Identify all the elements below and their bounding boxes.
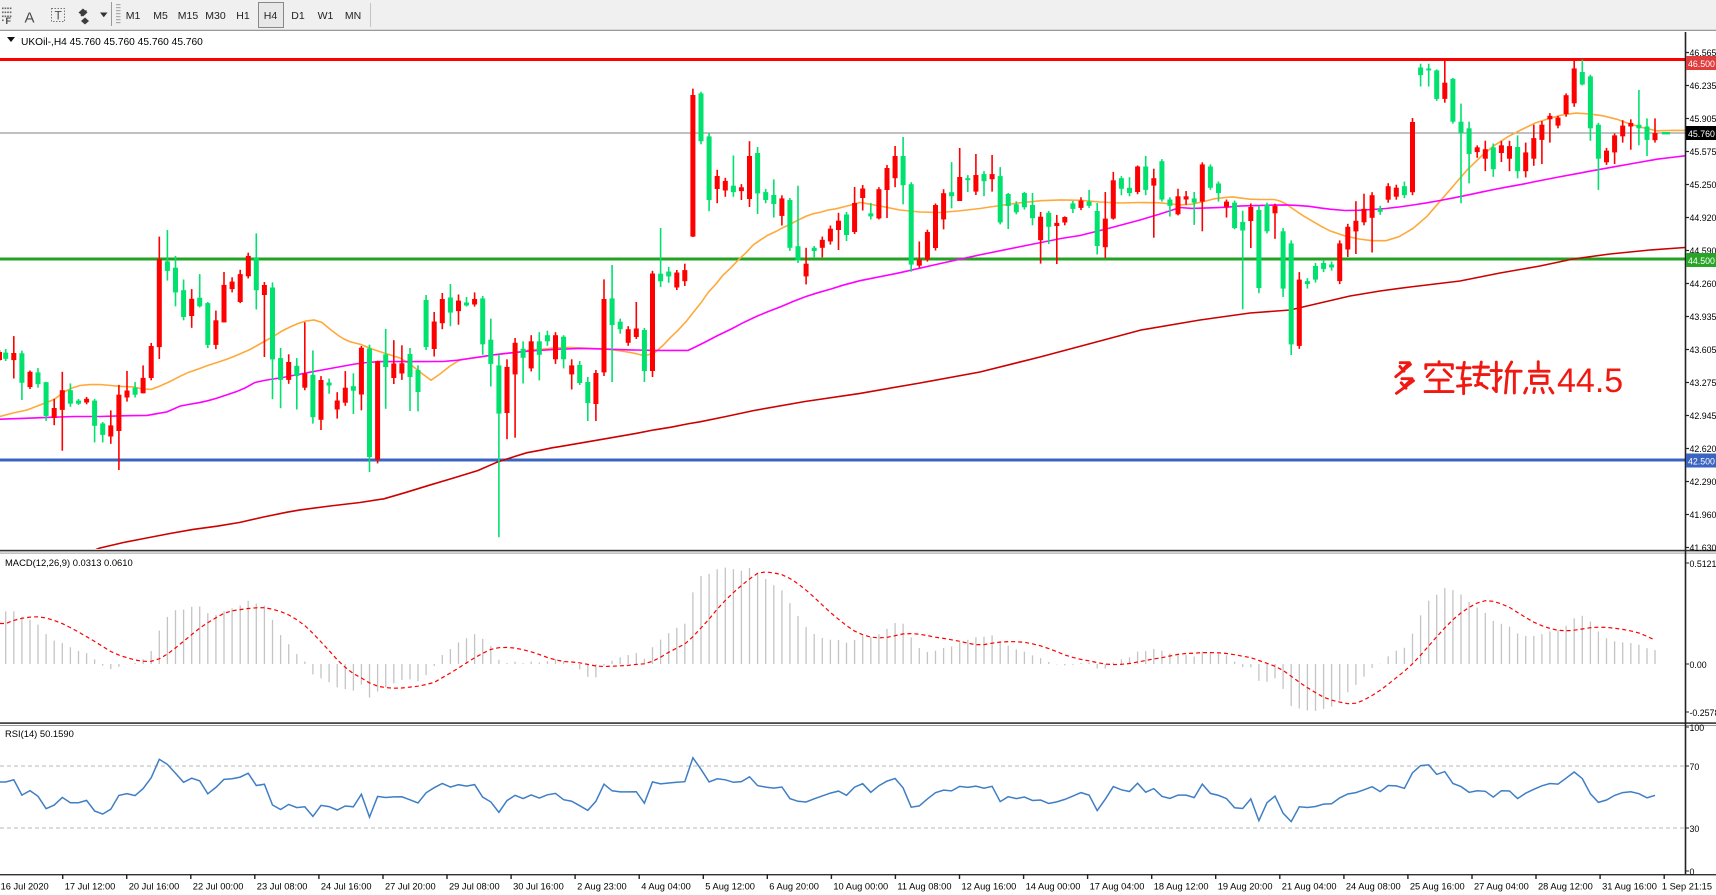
svg-text:D1: D1	[291, 10, 305, 22]
svg-text:45.905: 45.905	[1690, 114, 1716, 124]
svg-text:42.945: 42.945	[1690, 411, 1716, 421]
svg-text:0.5121: 0.5121	[1690, 559, 1716, 569]
svg-text:70: 70	[1690, 762, 1700, 772]
svg-text:46.235: 46.235	[1690, 81, 1716, 91]
svg-text:43.275: 43.275	[1690, 378, 1716, 388]
svg-text:M30: M30	[205, 10, 226, 22]
svg-text:22 Jul 00:00: 22 Jul 00:00	[193, 882, 244, 892]
svg-text:46.500: 46.500	[1688, 59, 1715, 69]
svg-text:30: 30	[1690, 824, 1700, 834]
svg-text:42.290: 42.290	[1690, 477, 1716, 487]
svg-text:43.605: 43.605	[1690, 345, 1716, 355]
svg-text:45.250: 45.250	[1690, 180, 1716, 190]
svg-text:MN: MN	[345, 10, 361, 22]
svg-text:RSI(14) 50.1590: RSI(14) 50.1590	[5, 728, 74, 739]
svg-text:MACD(12,26,9) 0.0313 0.0610: MACD(12,26,9) 0.0313 0.0610	[5, 557, 133, 568]
svg-text:0: 0	[1690, 867, 1695, 877]
svg-text:29 Jul 08:00: 29 Jul 08:00	[449, 882, 500, 892]
svg-text:W1: W1	[318, 10, 334, 22]
svg-text:44.500: 44.500	[1688, 256, 1715, 266]
svg-text:UKOil-,H4 45.760 45.760 45.76: UKOil-,H4 45.760 45.760 45.760 45.760	[21, 37, 203, 48]
svg-text:44.590: 44.590	[1690, 246, 1716, 256]
svg-text:44.5: 44.5	[1557, 362, 1623, 400]
svg-text:44.920: 44.920	[1690, 213, 1716, 223]
svg-text:T: T	[55, 9, 63, 23]
svg-text:44.260: 44.260	[1690, 279, 1716, 289]
svg-text:25 Aug 16:00: 25 Aug 16:00	[1410, 882, 1465, 892]
svg-text:43.935: 43.935	[1690, 312, 1716, 322]
svg-text:21 Aug 04:00: 21 Aug 04:00	[1282, 882, 1337, 892]
svg-text:16 Jul 2020: 16 Jul 2020	[1, 882, 49, 892]
svg-text:4 Aug 04:00: 4 Aug 04:00	[641, 882, 691, 892]
svg-text:23 Jul 08:00: 23 Jul 08:00	[257, 882, 308, 892]
svg-text:100: 100	[1690, 723, 1705, 733]
svg-text:42.500: 42.500	[1688, 456, 1715, 466]
svg-text:1 Sep 21:15: 1 Sep 21:15	[1662, 882, 1712, 892]
svg-text:41.630: 41.630	[1690, 543, 1716, 553]
svg-text:14 Aug 00:00: 14 Aug 00:00	[1026, 882, 1081, 892]
svg-text:H4: H4	[264, 10, 278, 22]
svg-text:17 Aug 04:00: 17 Aug 04:00	[1090, 882, 1145, 892]
svg-text:42.620: 42.620	[1690, 444, 1716, 454]
svg-text:6 Aug 20:00: 6 Aug 20:00	[769, 882, 819, 892]
svg-text:17 Jul 12:00: 17 Jul 12:00	[65, 882, 116, 892]
svg-text:A: A	[25, 10, 35, 27]
svg-text:10 Aug 00:00: 10 Aug 00:00	[833, 882, 888, 892]
svg-text:H1: H1	[236, 10, 250, 22]
svg-text:18 Aug 12:00: 18 Aug 12:00	[1154, 882, 1209, 892]
svg-text:5 Aug 12:00: 5 Aug 12:00	[705, 882, 755, 892]
svg-text:M15: M15	[178, 10, 199, 22]
svg-text:19 Aug 20:00: 19 Aug 20:00	[1218, 882, 1273, 892]
svg-text:20 Jul 16:00: 20 Jul 16:00	[129, 882, 180, 892]
svg-text:12 Aug 16:00: 12 Aug 16:00	[962, 882, 1017, 892]
svg-text:0.00: 0.00	[1690, 660, 1707, 670]
svg-text:46.565: 46.565	[1690, 48, 1716, 58]
svg-text:41.960: 41.960	[1690, 510, 1716, 520]
svg-text:F: F	[6, 16, 12, 26]
svg-text:31 Aug 16:00: 31 Aug 16:00	[1602, 882, 1657, 892]
svg-text:24 Aug 08:00: 24 Aug 08:00	[1346, 882, 1401, 892]
svg-text:M5: M5	[153, 10, 168, 22]
svg-text:27 Jul 20:00: 27 Jul 20:00	[385, 882, 436, 892]
svg-text:45.575: 45.575	[1690, 147, 1716, 157]
svg-text:-0.2578: -0.2578	[1690, 708, 1716, 718]
svg-text:11 Aug 08:00: 11 Aug 08:00	[897, 882, 951, 892]
svg-text:24 Jul 16:00: 24 Jul 16:00	[321, 882, 372, 892]
svg-text:30 Jul 16:00: 30 Jul 16:00	[513, 882, 564, 892]
svg-text:2 Aug 23:00: 2 Aug 23:00	[577, 882, 627, 892]
svg-text:M1: M1	[126, 10, 141, 22]
svg-text:27 Aug 04:00: 27 Aug 04:00	[1474, 882, 1529, 892]
svg-text:28 Aug 12:00: 28 Aug 12:00	[1538, 882, 1593, 892]
svg-text:45.760: 45.760	[1688, 129, 1715, 139]
